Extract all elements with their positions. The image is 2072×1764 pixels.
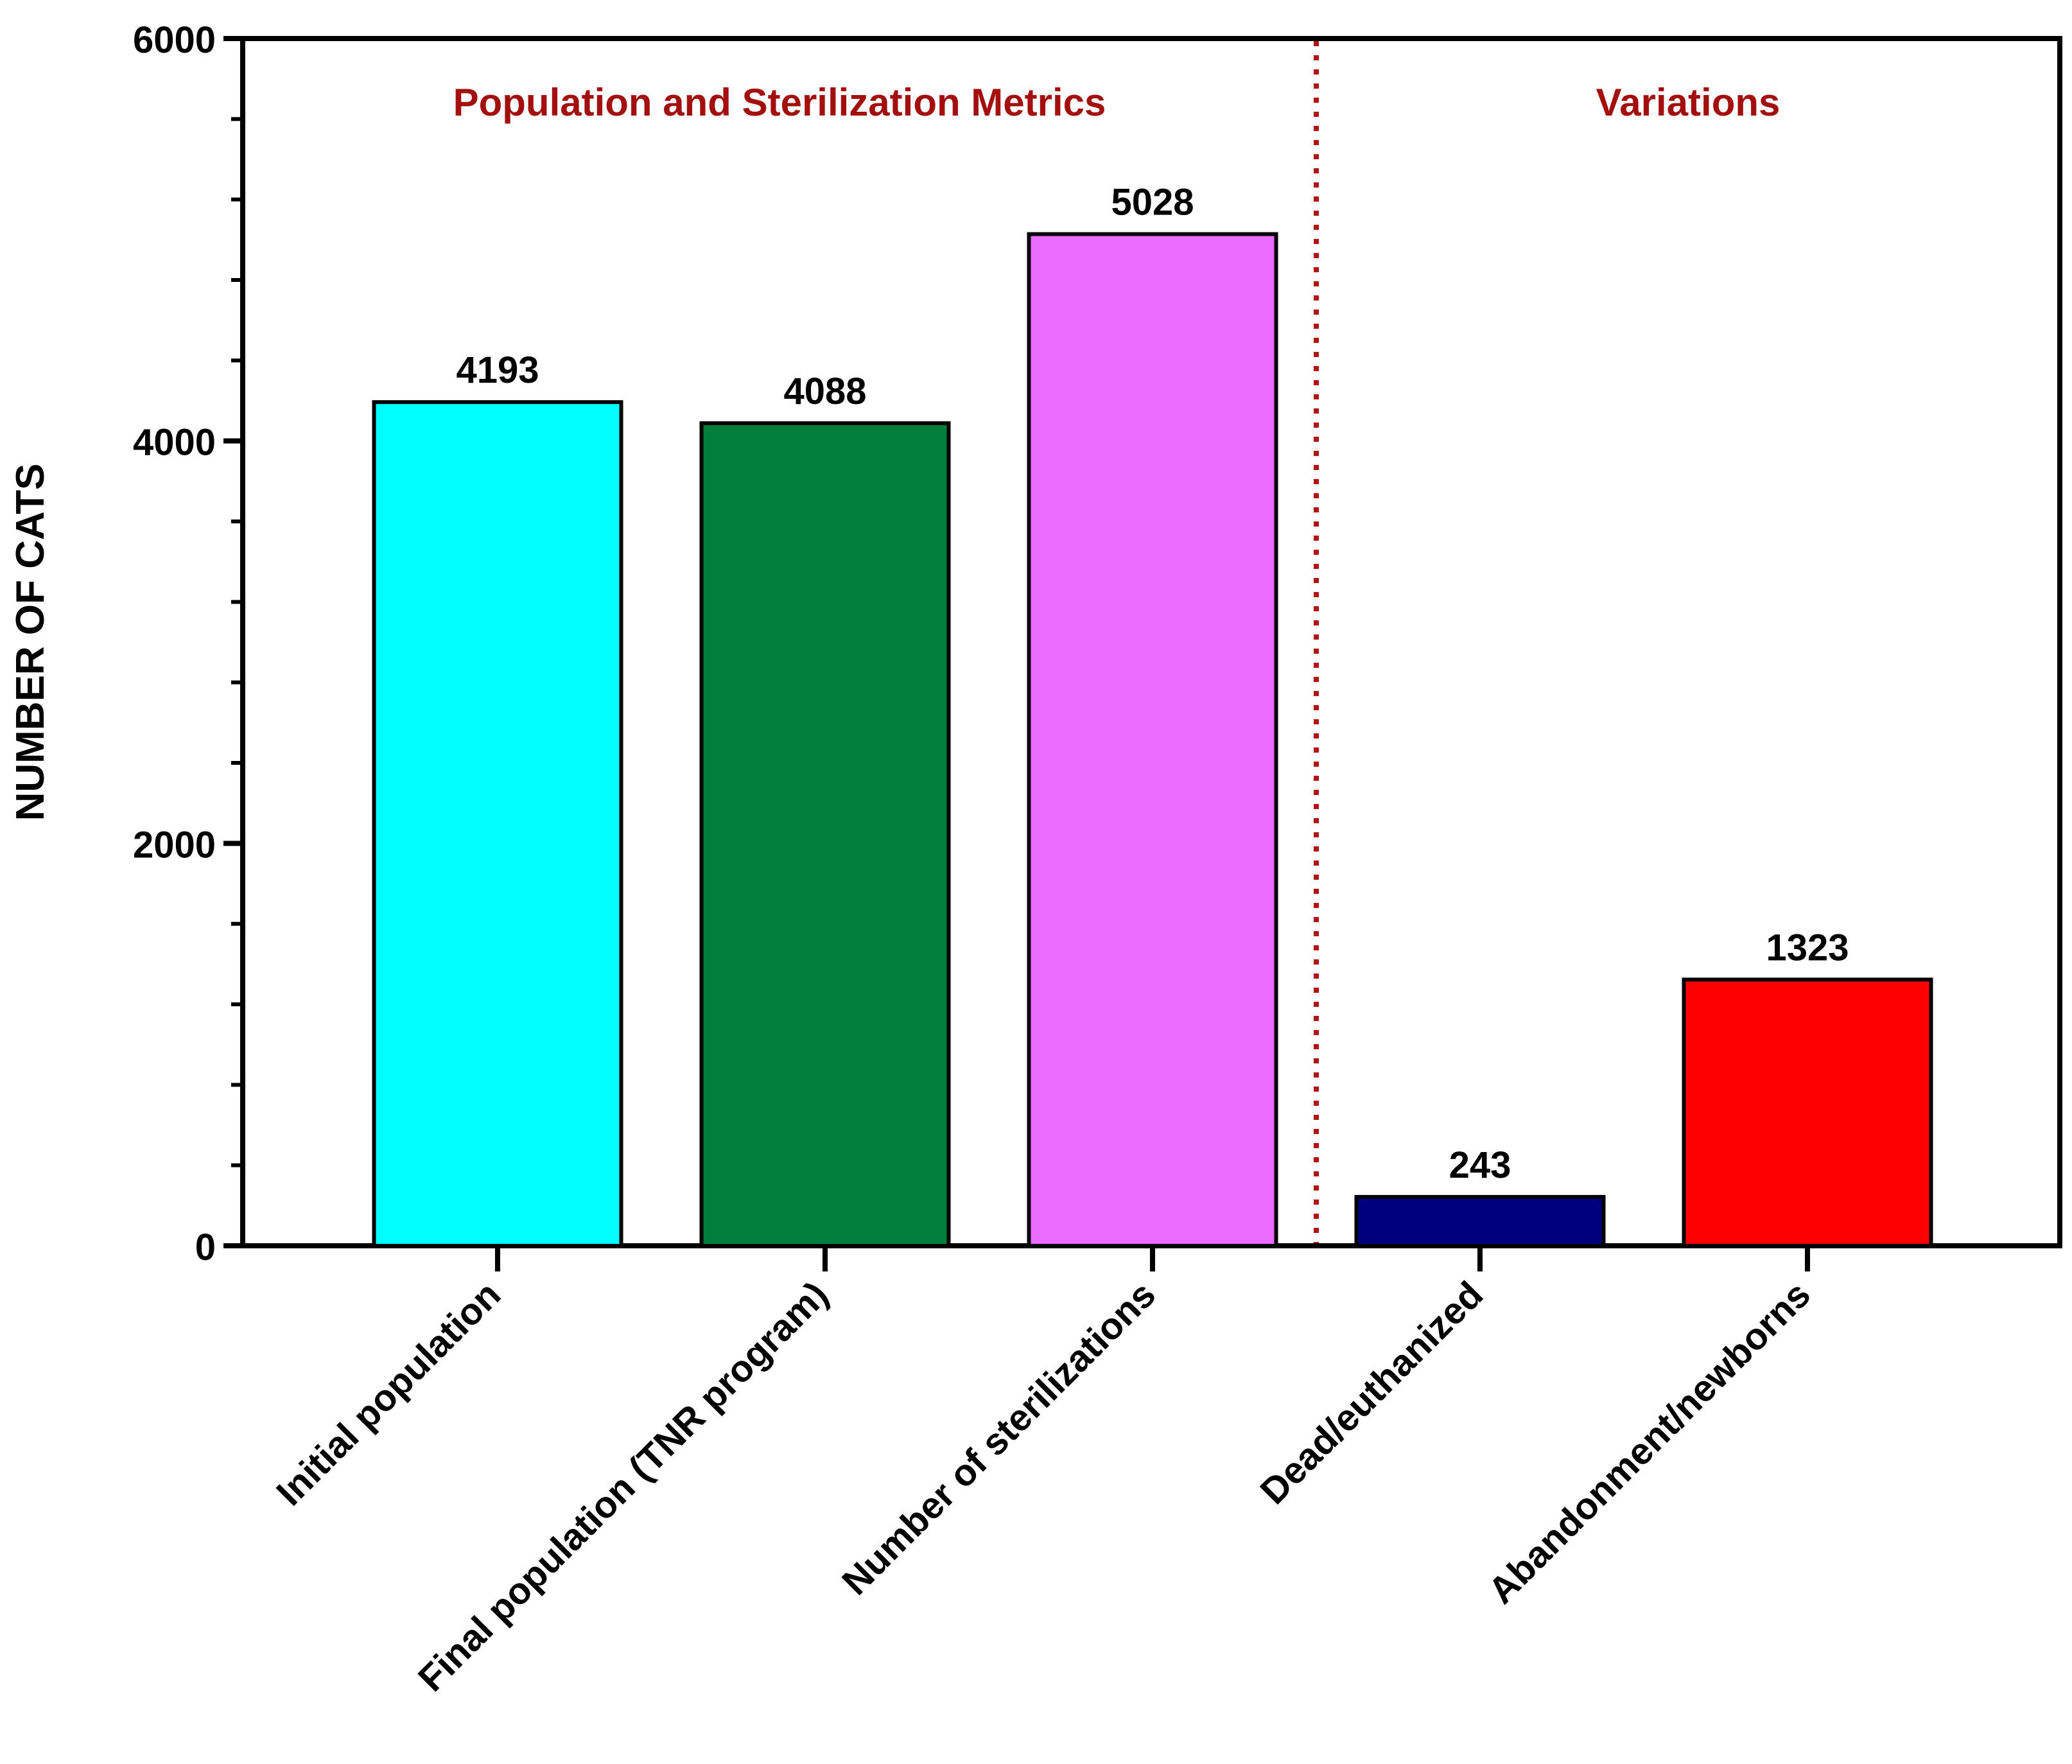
bar — [1027, 232, 1278, 1248]
y-tick-label: 6000 — [133, 19, 216, 61]
bar-value-label: 1323 — [1766, 927, 1849, 968]
x-tick-label: Number of sterilizations — [834, 1273, 1163, 1603]
bar — [1354, 1194, 1606, 1248]
x-tick-label: Initial population — [268, 1273, 509, 1514]
bar — [372, 400, 623, 1248]
y-tick-label: 0 — [195, 1227, 216, 1268]
y-tick-label: 2000 — [133, 824, 216, 866]
x-tick-label: Dead/euthanized — [1252, 1273, 1491, 1512]
bar — [1682, 977, 1933, 1248]
y-axis-label: NUMBER OF CATS — [8, 464, 53, 821]
bars — [372, 232, 1933, 1248]
bar-value-label: 5028 — [1111, 182, 1194, 223]
bar-value-label: 243 — [1449, 1144, 1511, 1186]
group-title: Population and Sterilization Metrics — [453, 81, 1106, 124]
y-tick-label: 4000 — [133, 422, 216, 464]
bar — [699, 421, 951, 1248]
bar-value-label: 4088 — [783, 371, 866, 412]
group-title: Variations — [1596, 81, 1780, 124]
x-tick-label: Abandonment/newborns — [1480, 1273, 1818, 1612]
bar-value-label: 4193 — [456, 349, 539, 391]
